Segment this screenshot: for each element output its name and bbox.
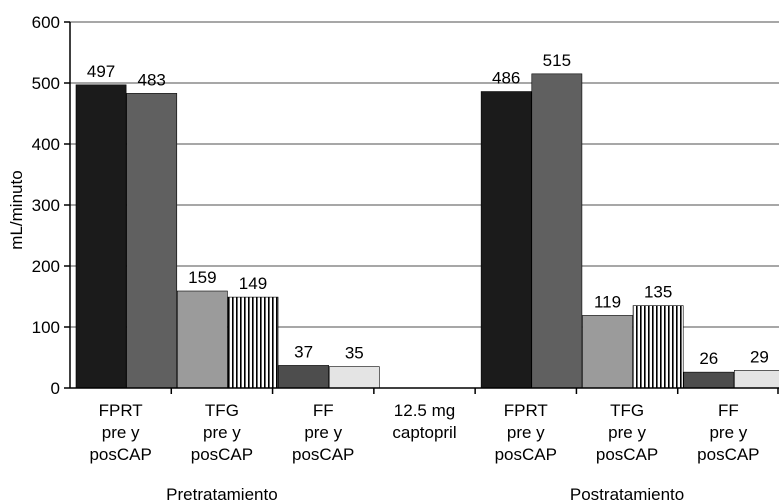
x-tick-label: TFG: [205, 401, 239, 420]
x-tick-label: pre y: [507, 423, 545, 442]
y-tick-label: 100: [32, 318, 60, 337]
x-tick-label: posCAP: [495, 445, 557, 464]
bar: [278, 365, 330, 389]
x-tick-label: pre y: [102, 423, 140, 442]
x-tick-label: FF: [313, 401, 334, 420]
data-label: 29: [750, 347, 769, 366]
data-label: 515: [543, 51, 571, 70]
group-label: Postratamiento: [570, 485, 684, 504]
y-tick-label: 400: [32, 135, 60, 154]
bar: [176, 290, 228, 389]
y-tick-label: 500: [32, 74, 60, 93]
y-tick-label: 300: [32, 196, 60, 215]
data-label: 483: [138, 70, 166, 89]
y-tick-label: 600: [32, 13, 60, 32]
x-tick-label: FPRT: [504, 401, 548, 420]
data-label: 149: [239, 274, 267, 293]
bar: [126, 93, 178, 389]
bar: [227, 296, 279, 389]
x-tick-label: pre y: [709, 423, 747, 442]
x-tick-label: pre y: [608, 423, 646, 442]
data-label: 159: [188, 268, 216, 287]
x-tick-label: FF: [718, 401, 739, 420]
group-label: Pretratamiento: [166, 485, 278, 504]
x-tick-label: captopril: [392, 423, 456, 442]
x-tick-label: pre y: [203, 423, 241, 442]
y-tick-label: 0: [51, 379, 60, 398]
bar: [582, 315, 633, 389]
y-axis-label: mL/minuto: [7, 170, 26, 249]
data-label: 486: [492, 69, 520, 88]
y-tick-label: 200: [32, 257, 60, 276]
x-tick-label: pre y: [304, 423, 342, 442]
data-label: 26: [699, 349, 718, 368]
x-tick-label: posCAP: [191, 445, 253, 464]
x-tick-label: posCAP: [89, 445, 151, 464]
x-tick-label: posCAP: [596, 445, 658, 464]
bar: [734, 370, 779, 389]
x-tick-label: TFG: [610, 401, 644, 420]
x-tick-label: 12.5 mg: [394, 401, 455, 420]
axes: 0 100 200 300 400 500 600 FPRT pre y posCAP TFG pre…: [32, 13, 779, 504]
bar: [632, 305, 684, 389]
data-label: 35: [345, 344, 364, 363]
bar: [480, 91, 532, 389]
bar: [683, 371, 735, 389]
x-tick-label: posCAP: [292, 445, 354, 464]
data-label: 119: [594, 292, 621, 311]
x-tick-label: FPRT: [99, 401, 143, 420]
x-tick-label: posCAP: [697, 445, 759, 464]
bars: 497 483 159 149 37 35 486 515 119 135 26 29: [75, 51, 779, 389]
data-label: 497: [87, 62, 115, 81]
data-label: 37: [294, 342, 313, 361]
bar: [75, 84, 127, 389]
bar: [531, 73, 583, 389]
bar: [328, 366, 380, 389]
data-label: 135: [644, 283, 672, 302]
